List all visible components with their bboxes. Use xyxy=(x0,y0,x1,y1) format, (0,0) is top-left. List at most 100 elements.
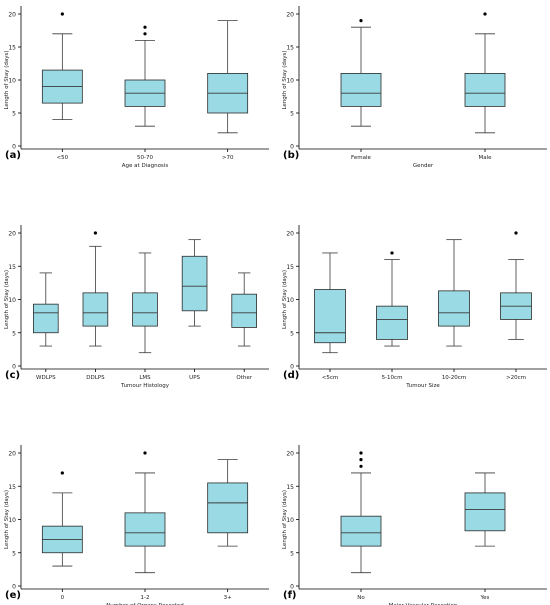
y-axis-label: Length of Stay (days) xyxy=(4,490,10,549)
outlier-point xyxy=(359,458,363,462)
x-tick-label: 0 xyxy=(61,595,65,601)
x-tick-label: <5cm xyxy=(322,375,339,381)
box-iqr xyxy=(132,292,158,327)
box-1: 50-70 xyxy=(124,25,166,161)
box-4: Other xyxy=(231,272,258,381)
box-2: 10-20cm xyxy=(438,239,470,381)
box-iqr xyxy=(33,303,59,334)
y-tick-label: 15 xyxy=(8,45,16,52)
outlier-point xyxy=(93,231,97,235)
panel-d: 0 5 10 15 20 Length of Stay (days) <5cm 5-10cm 1… xyxy=(282,225,547,389)
y-tick-label: 15 xyxy=(286,45,294,52)
box-2: >70 xyxy=(207,20,249,161)
box-iqr xyxy=(340,515,382,547)
outlier-point xyxy=(143,451,147,455)
y-tick-label: 0 xyxy=(12,364,16,371)
y-tick-label: 10 xyxy=(286,297,294,304)
box-0: No xyxy=(340,451,382,601)
panel-c: 0 5 10 15 20 Length of Stay (days) WDLPS DDLPS L… xyxy=(4,225,269,389)
x-tick-label: No xyxy=(357,595,365,601)
box-1: DDLPS xyxy=(82,231,109,381)
x-tick-label: 3+ xyxy=(224,595,232,601)
x-tick-label: Other xyxy=(236,375,252,381)
panel-f: 0 5 10 15 20 Length of Stay (days) No Yes Major … xyxy=(282,445,547,605)
panel-a: 0 5 10 15 20 Length of Stay (days) <50 50-70 >70… xyxy=(4,6,269,169)
outlier-point xyxy=(60,12,64,16)
box-1: Yes xyxy=(464,472,506,601)
x-tick-label: 5-10cm xyxy=(382,375,403,381)
y-tick-label: 5 xyxy=(12,111,16,118)
box-iqr xyxy=(464,73,506,107)
y-tick-label: 5 xyxy=(12,330,16,337)
box-iqr xyxy=(181,255,208,312)
panel-b: 0 5 10 15 20 Length of Stay (days) Female Male G… xyxy=(282,6,547,169)
y-tick-label: 10 xyxy=(286,78,294,85)
box-iqr xyxy=(340,73,382,107)
outlier-point xyxy=(359,19,363,23)
panel-label: (b) xyxy=(283,150,299,161)
y-tick-label: 20 xyxy=(286,231,294,238)
outlier-point xyxy=(514,231,518,235)
panel-label: (c) xyxy=(5,370,20,381)
outlier-point xyxy=(359,464,363,468)
x-axis-label: Number of Organs Resected xyxy=(106,603,184,605)
box-1: 1-2 xyxy=(124,451,166,601)
x-tick-label: UPS xyxy=(189,375,200,381)
y-tick-label: 20 xyxy=(286,451,294,458)
x-tick-label: DDLPS xyxy=(86,375,105,381)
box-iqr xyxy=(464,492,506,532)
box-iqr xyxy=(82,292,109,327)
box-1: 5-10cm xyxy=(376,251,408,381)
y-tick-label: 0 xyxy=(12,584,16,591)
box-iqr xyxy=(231,293,258,328)
box-iqr xyxy=(124,512,166,547)
y-tick-label: 0 xyxy=(12,144,16,151)
y-tick-label: 10 xyxy=(8,78,16,85)
y-tick-label: 20 xyxy=(8,451,16,458)
x-tick-label: >20cm xyxy=(506,375,526,381)
y-tick-label: 20 xyxy=(8,12,16,19)
y-tick-label: 5 xyxy=(290,111,294,118)
y-tick-label: 0 xyxy=(290,584,294,591)
y-tick-label: 5 xyxy=(12,550,16,557)
y-tick-label: 10 xyxy=(8,517,16,524)
x-axis-label: Age at Diagnosis xyxy=(122,163,169,169)
box-iqr xyxy=(207,482,249,534)
outlier-point xyxy=(483,12,487,16)
outlier-point xyxy=(143,32,147,36)
x-axis-label: Tumour Size xyxy=(405,383,440,389)
y-tick-label: 5 xyxy=(290,330,294,337)
x-axis-label: Gender xyxy=(413,163,434,169)
box-2: LMS xyxy=(132,252,158,381)
x-tick-label: >70 xyxy=(222,155,234,161)
x-tick-label: 1-2 xyxy=(141,595,150,601)
box-0: <5cm xyxy=(314,252,346,381)
box-0: WDLPS xyxy=(33,272,59,381)
panel-label: (a) xyxy=(5,150,21,161)
y-tick-label: 0 xyxy=(290,364,294,371)
y-axis-label: Length of Stay (days) xyxy=(282,270,288,329)
x-axis-label: Tumour Histology xyxy=(120,383,170,389)
box-1: Male xyxy=(464,12,506,161)
box-3: UPS xyxy=(181,239,208,381)
y-tick-label: 0 xyxy=(290,144,294,151)
panel-label: (f) xyxy=(283,590,297,601)
y-tick-label: 20 xyxy=(8,231,16,238)
x-tick-label: <50 xyxy=(57,155,69,161)
box-2: 3+ xyxy=(207,459,249,601)
y-tick-label: 5 xyxy=(290,550,294,557)
y-tick-label: 15 xyxy=(8,484,16,491)
box-iqr xyxy=(438,290,470,327)
box-0: Female xyxy=(340,19,382,161)
box-iqr xyxy=(314,289,346,344)
y-tick-label: 15 xyxy=(286,264,294,271)
x-tick-label: 10-20cm xyxy=(442,375,466,381)
box-iqr xyxy=(376,305,408,340)
y-tick-label: 20 xyxy=(286,12,294,19)
outlier-point xyxy=(359,451,363,455)
y-tick-label: 10 xyxy=(8,297,16,304)
y-tick-label: 15 xyxy=(286,484,294,491)
x-tick-label: Female xyxy=(351,155,372,161)
x-tick-label: WDLPS xyxy=(36,375,56,381)
